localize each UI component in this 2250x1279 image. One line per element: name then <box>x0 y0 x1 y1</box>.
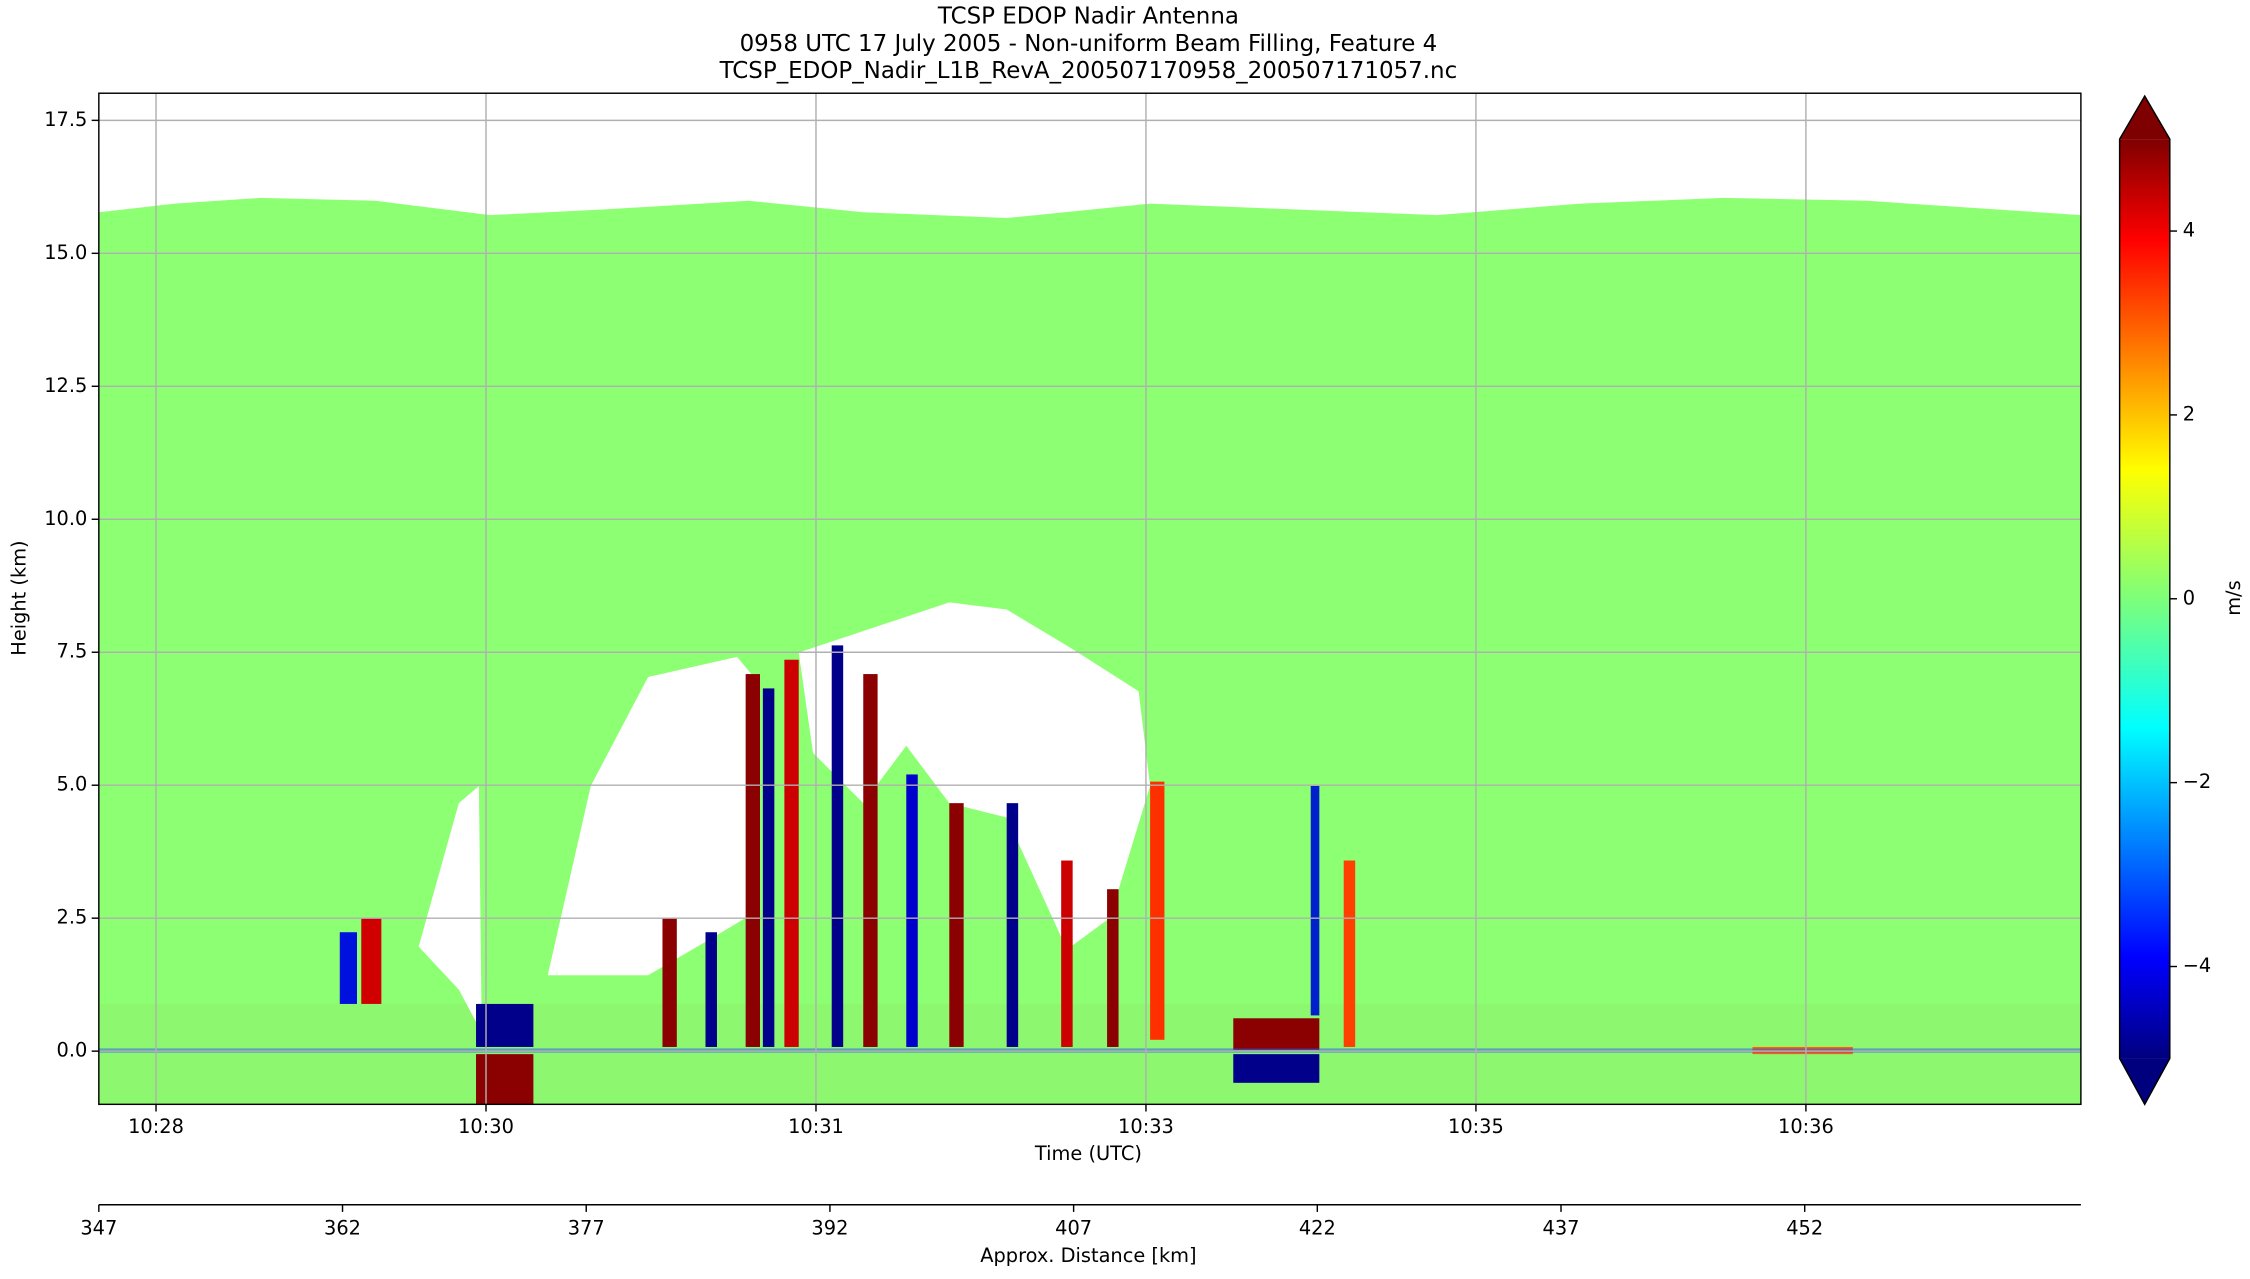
y-tick-label: 0.0 <box>57 1039 88 1062</box>
colorbar-label: m/s <box>2222 580 2245 615</box>
x2-tick-label: 377 <box>568 1217 605 1240</box>
colorbar-frame <box>2118 94 2171 1106</box>
x2-tick-label: 422 <box>1299 1217 1336 1240</box>
x-tick-label: 10:36 <box>1778 1115 1834 1138</box>
x-axis-label: Time (UTC) <box>1034 1142 1142 1165</box>
x-tick-label: 10:31 <box>788 1115 844 1138</box>
x-tick-label: 10:30 <box>458 1115 514 1138</box>
x2-axis-label: Approx. Distance [km] <box>980 1244 1196 1267</box>
colorbar-extend-top <box>2119 96 2170 140</box>
colorbar-tick-label: 4 <box>2183 219 2195 242</box>
x-tick-label: 10:33 <box>1118 1115 1174 1138</box>
y-tick-label: 7.5 <box>57 640 88 663</box>
colorbar <box>2119 139 2170 1059</box>
x-tick-label: 10:28 <box>128 1115 184 1138</box>
colorbar-tick-label: 0 <box>2183 586 2195 609</box>
radar-field <box>98 197 2081 1105</box>
y-tick-label: 12.5 <box>44 374 87 397</box>
x2-tick-label: 407 <box>1055 1217 1092 1240</box>
y-axis-label: Height (km) <box>7 540 30 655</box>
colorbar-tick-label: −4 <box>2183 954 2212 977</box>
y-tick-label: 17.5 <box>44 108 87 131</box>
x2-tick-label: 452 <box>1786 1217 1823 1240</box>
y-tick-label: 2.5 <box>57 906 88 929</box>
y-tick-label: 5.0 <box>57 773 88 796</box>
x2-tick-label: 437 <box>1543 1217 1580 1240</box>
y-tick-label: 10.0 <box>44 507 87 530</box>
x2-tick-label: 347 <box>80 1217 117 1240</box>
colorbar-tick-label: −2 <box>2183 770 2212 793</box>
chart-subtitle: 0958 UTC 17 July 2005 - Non-uniform Beam… <box>740 31 1438 57</box>
x2-tick-label: 362 <box>324 1217 361 1240</box>
colorbar-tick-label: 2 <box>2183 402 2195 425</box>
chart-title: TCSP EDOP Nadir Antenna <box>937 4 1239 30</box>
x-tick-label: 10:35 <box>1448 1115 1504 1138</box>
x2-tick-label: 392 <box>811 1217 848 1240</box>
y-tick-label: 15.0 <box>44 241 87 264</box>
file-name: TCSP_EDOP_Nadir_L1B_RevA_200507170958_20… <box>719 58 1458 84</box>
colorbar-extend-bottom <box>2119 1058 2170 1105</box>
plot-frame <box>98 92 2082 1106</box>
axes: 10:28 10:30 10:31 10:33 10:35 10:36 0.0 2.5 5.0 7… <box>44 93 2212 1240</box>
